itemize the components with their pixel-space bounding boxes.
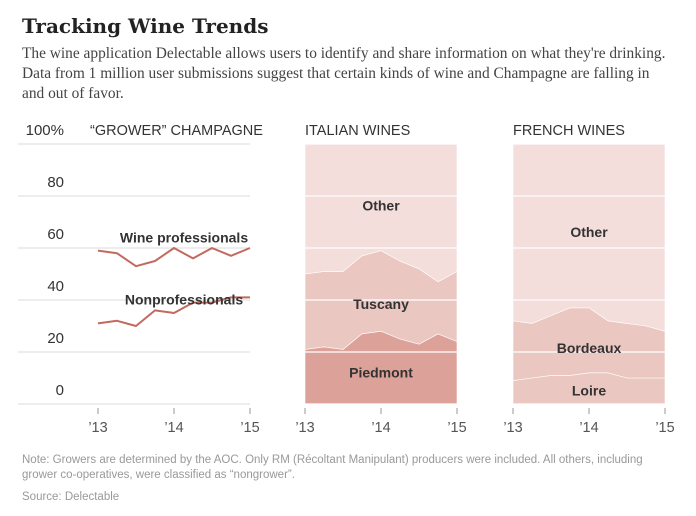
y-tick-label: 60 <box>47 226 64 243</box>
y-tick-label: 0 <box>56 382 64 399</box>
x-tick-label: ’13 <box>503 420 522 436</box>
series-label: Bordeaux <box>557 340 622 356</box>
series-label: Nonprofessionals <box>125 291 243 307</box>
x-tick-label: ’14 <box>579 420 598 436</box>
series-label: Wine professionals <box>120 229 248 245</box>
y-tick-label: 20 <box>47 330 64 347</box>
chart-source: Source: Delectable <box>22 491 120 503</box>
panel-title: “GROWER” CHAMPAGNE <box>90 123 263 139</box>
panel-title: FRENCH WINES <box>513 123 625 139</box>
y-tick-label: 40 <box>47 278 64 295</box>
page-title: Tracking Wine Trends <box>22 14 269 38</box>
x-tick-label: ’13 <box>88 420 107 436</box>
y-tick-label: 80 <box>47 174 64 191</box>
series-label: Tuscany <box>353 296 409 312</box>
series-label: Loire <box>572 382 606 398</box>
series-label: Piedmont <box>349 365 413 381</box>
series-label: Other <box>570 224 608 240</box>
x-tick-label: ’13 <box>295 420 314 436</box>
chart-note: Note: Growers are determined by the AOC.… <box>22 454 643 481</box>
series-label: Other <box>362 198 400 214</box>
x-tick-label: ’15 <box>655 420 674 436</box>
x-tick-label: ’15 <box>240 420 259 436</box>
page-subtitle: The wine application Delectable allows u… <box>22 45 666 102</box>
x-tick-label: ’14 <box>371 420 390 436</box>
line-nonprofessionals <box>97 296 250 327</box>
x-tick-label: ’15 <box>447 420 466 436</box>
y-tick-label: 100% <box>26 122 64 139</box>
panel-title: ITALIAN WINES <box>305 123 410 139</box>
x-tick-label: ’14 <box>164 420 183 436</box>
line-wine-professionals <box>97 247 251 268</box>
